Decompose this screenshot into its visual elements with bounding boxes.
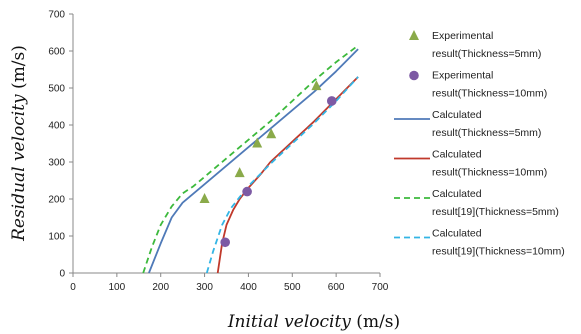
y-tick-label: 100 — [48, 232, 65, 243]
series-line-5 — [142, 44, 359, 274]
y-tick-label: 400 — [48, 121, 65, 132]
x-tick-label: 400 — [240, 282, 257, 293]
y-tick-label: 500 — [48, 84, 65, 95]
legend-label-line1: Calculated — [432, 109, 482, 121]
x-axis-title: Initial velocity (m/s) — [227, 312, 400, 332]
x-tick-label: 300 — [196, 282, 213, 293]
legend-label-line2: result(Thickness=5mm) — [432, 48, 541, 60]
axes: 0 100 200 300 400 500 600 700 0 100 200 300 400 500 60… — [48, 10, 388, 294]
data-point-triangle — [311, 80, 322, 91]
legend: Experimental result(Thickness=5mm) Experim… — [394, 30, 565, 258]
data-point-triangle — [234, 167, 245, 178]
data-point-circle — [220, 237, 230, 248]
data-point-triangle — [199, 193, 210, 203]
legend-label-line1: Calculated — [432, 149, 482, 161]
x-tick-label: 200 — [152, 282, 169, 293]
x-axis-title-unit: (m/s) — [351, 312, 400, 332]
x-tick-label: 0 — [70, 282, 76, 293]
data-point-circle — [326, 96, 337, 106]
legend-label-line1: Calculated — [432, 188, 482, 200]
y-tick-label: 700 — [48, 10, 65, 21]
legend-label-line2: result[19](Thickness=10mm) — [432, 246, 565, 258]
legend-label-line1: Calculated — [432, 228, 482, 240]
legend-label-line1: Experimental — [432, 30, 493, 42]
data-point-circle — [242, 186, 252, 197]
series-line-4 — [216, 76, 359, 274]
legend-label-line2: result(Thickness=10mm) — [432, 167, 547, 179]
data-point-triangle — [266, 128, 277, 139]
x-tick-label: 700 — [372, 282, 389, 293]
legend-label-line2: result(Thickness=5mm) — [432, 127, 541, 139]
y-tick-label: 300 — [48, 158, 65, 169]
y-axis-title: Residual velocity (m/s) — [9, 45, 29, 242]
x-tick-label: 100 — [109, 282, 126, 293]
y-axis-title-main: Residual velocity — [9, 94, 29, 242]
series-line-6 — [205, 76, 359, 274]
series-layer — [142, 44, 359, 274]
x-axis-title-main: Initial velocity — [227, 312, 351, 332]
y-tick-label: 600 — [48, 47, 65, 58]
legend-label-line1: Experimental — [432, 70, 493, 82]
legend-label-line2: result[19](Thickness=5mm) — [432, 206, 559, 218]
x-tick-label: 600 — [328, 282, 345, 293]
y-tick-label: 0 — [59, 269, 65, 280]
y-tick-label: 200 — [48, 195, 65, 206]
x-tick-label: 500 — [284, 282, 301, 293]
y-axis-title-unit: (m/s) — [9, 45, 29, 94]
data-point-triangle — [252, 137, 263, 148]
legend-symbol-circle — [409, 70, 419, 81]
series-line-3 — [148, 48, 359, 274]
legend-symbol-triangle — [409, 30, 419, 40]
legend-label-line2: result(Thickness=10mm) — [432, 88, 547, 100]
